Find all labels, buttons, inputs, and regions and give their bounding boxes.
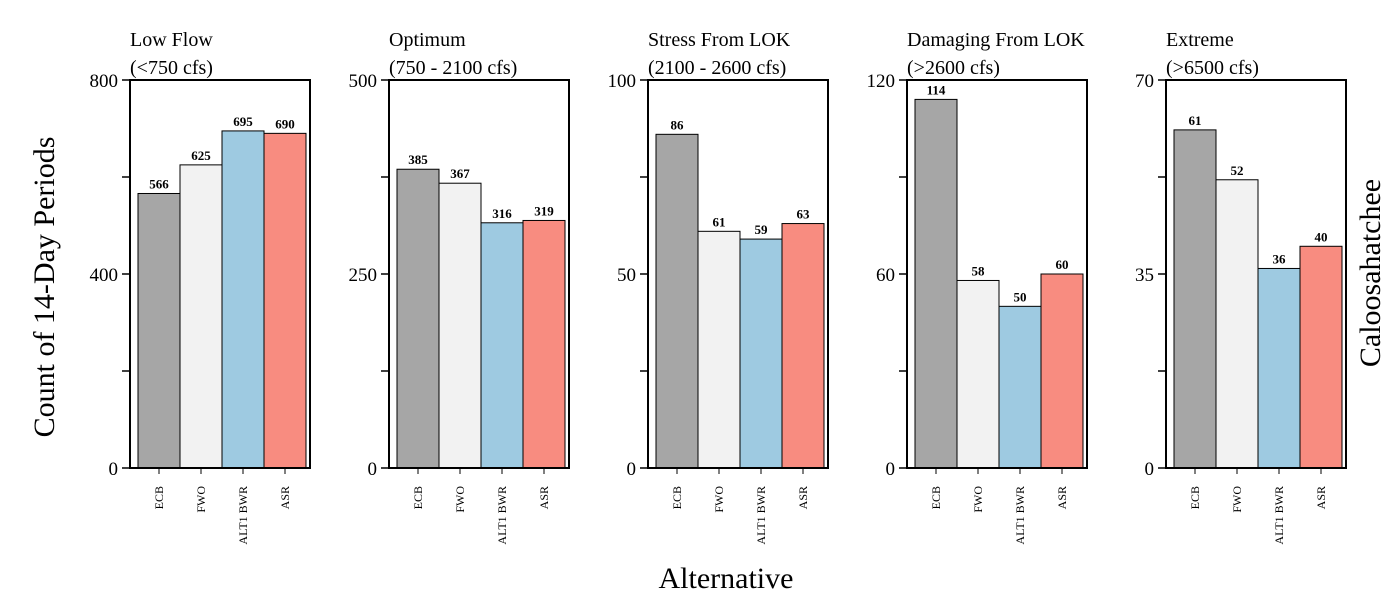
y-tick-label: 0 [368, 459, 378, 480]
panel-title: Low Flow [130, 29, 213, 51]
category-label: ALT1 BWR [495, 486, 509, 545]
data-label: 63 [797, 207, 811, 222]
panel-subtitle: (>6500 cfs) [1166, 57, 1259, 79]
data-label: 59 [755, 222, 769, 237]
category-label: ALT1 BWR [754, 486, 768, 545]
panel-subtitle: (>2600 cfs) [907, 57, 1000, 79]
y-tick-label: 0 [109, 459, 119, 480]
category-label: ALT1 BWR [236, 486, 250, 545]
y-tick-label: 0 [627, 459, 637, 480]
bar [1215, 179, 1259, 469]
data-label: 319 [534, 203, 554, 218]
category-label: FWO [971, 486, 985, 513]
category-label: ASR [1055, 486, 1069, 509]
category-label: ECB [1188, 486, 1202, 509]
bar [1040, 273, 1084, 469]
bar [263, 132, 307, 469]
data-label: 61 [713, 214, 726, 229]
x-axis-title: Alternative [659, 562, 794, 595]
category-label: ASR [537, 486, 551, 509]
bar [1173, 129, 1217, 469]
data-label: 114 [927, 82, 946, 97]
panel-title: Extreme [1166, 29, 1234, 51]
category-label: ECB [152, 486, 166, 509]
panel-subtitle: (2100 - 2600 cfs) [648, 57, 786, 79]
data-label: 60 [1056, 257, 1069, 272]
category-label: ECB [929, 486, 943, 509]
category-label: FWO [1230, 486, 1244, 513]
data-label: 52 [1231, 163, 1244, 178]
data-label: 625 [191, 148, 211, 163]
category-label: ECB [411, 486, 425, 509]
panel-subtitle: (<750 cfs) [130, 57, 213, 79]
data-label: 566 [149, 176, 169, 191]
y-tick-label: 500 [349, 71, 378, 92]
y-tick-label: 100 [608, 71, 637, 92]
y-tick-label: 250 [349, 265, 378, 286]
data-label: 36 [1273, 251, 1287, 266]
bar [137, 192, 181, 469]
category-label: ALT1 BWR [1013, 486, 1027, 545]
panel-subtitle: (750 - 2100 cfs) [389, 57, 517, 79]
chart-panel: Low Flow (<750 cfs) 566 ECB 625 FWO 695 ALT1 BW… [90, 29, 311, 545]
chart-panels: Low Flow (<750 cfs) 566 ECB 625 FWO 695 ALT1 BW… [90, 29, 1347, 545]
data-label: 61 [1189, 113, 1202, 128]
category-label: ALT1 BWR [1272, 486, 1286, 545]
right-side-label: Caloosahatchee [1354, 179, 1387, 367]
y-tick-label: 60 [876, 265, 895, 286]
y-tick-label: 0 [1145, 459, 1155, 480]
data-label: 50 [1014, 289, 1027, 304]
category-label: ASR [278, 486, 292, 509]
data-label: 690 [275, 116, 295, 131]
panel-title: Stress From LOK [648, 29, 791, 51]
bar [1299, 245, 1343, 469]
bar [739, 238, 783, 469]
category-label: FWO [453, 486, 467, 513]
y-axis-title: Count of 14-Day Periods [28, 137, 61, 438]
category-label: ASR [1314, 486, 1328, 509]
data-label: 58 [972, 263, 986, 278]
bar [998, 305, 1042, 469]
bar [914, 98, 958, 469]
category-label: FWO [194, 486, 208, 513]
category-label: FWO [712, 486, 726, 513]
y-tick-label: 0 [886, 459, 896, 480]
bar [655, 133, 699, 469]
y-tick-label: 70 [1135, 71, 1154, 92]
bar [480, 222, 524, 469]
category-label: ASR [796, 486, 810, 509]
chart-panel: Damaging From LOK (>2600 cfs) 114 ECB 58 FWO 5… [867, 29, 1088, 545]
bar [1257, 267, 1301, 469]
category-label: ECB [670, 486, 684, 509]
y-tick-label: 50 [617, 265, 636, 286]
data-label: 40 [1315, 229, 1328, 244]
bar [396, 168, 440, 469]
bar [438, 182, 482, 469]
data-label: 695 [233, 114, 253, 129]
bar [221, 130, 265, 469]
panel-title: Optimum [389, 29, 466, 51]
bar [522, 219, 566, 469]
data-label: 367 [450, 166, 470, 181]
bar [956, 279, 1000, 469]
y-tick-label: 120 [867, 71, 896, 92]
data-label: 316 [492, 206, 512, 221]
bar [697, 230, 741, 469]
data-label: 385 [408, 152, 428, 167]
y-tick-label: 800 [90, 71, 119, 92]
chart-panel: Extreme (>6500 cfs) 61 ECB 52 FWO 36 ALT1 BWR 40… [1135, 29, 1347, 545]
chart-panel: Optimum (750 - 2100 cfs) 385 ECB 367 FWO 316 AL… [349, 29, 570, 545]
bar [781, 223, 825, 469]
y-tick-label: 35 [1135, 265, 1154, 286]
chart-panel: Stress From LOK (2100 - 2600 cfs) 86 ECB 61 F… [608, 29, 829, 545]
panel-title: Damaging From LOK [907, 29, 1085, 51]
bar [179, 164, 223, 469]
data-label: 86 [671, 117, 685, 132]
y-tick-label: 400 [90, 265, 119, 286]
